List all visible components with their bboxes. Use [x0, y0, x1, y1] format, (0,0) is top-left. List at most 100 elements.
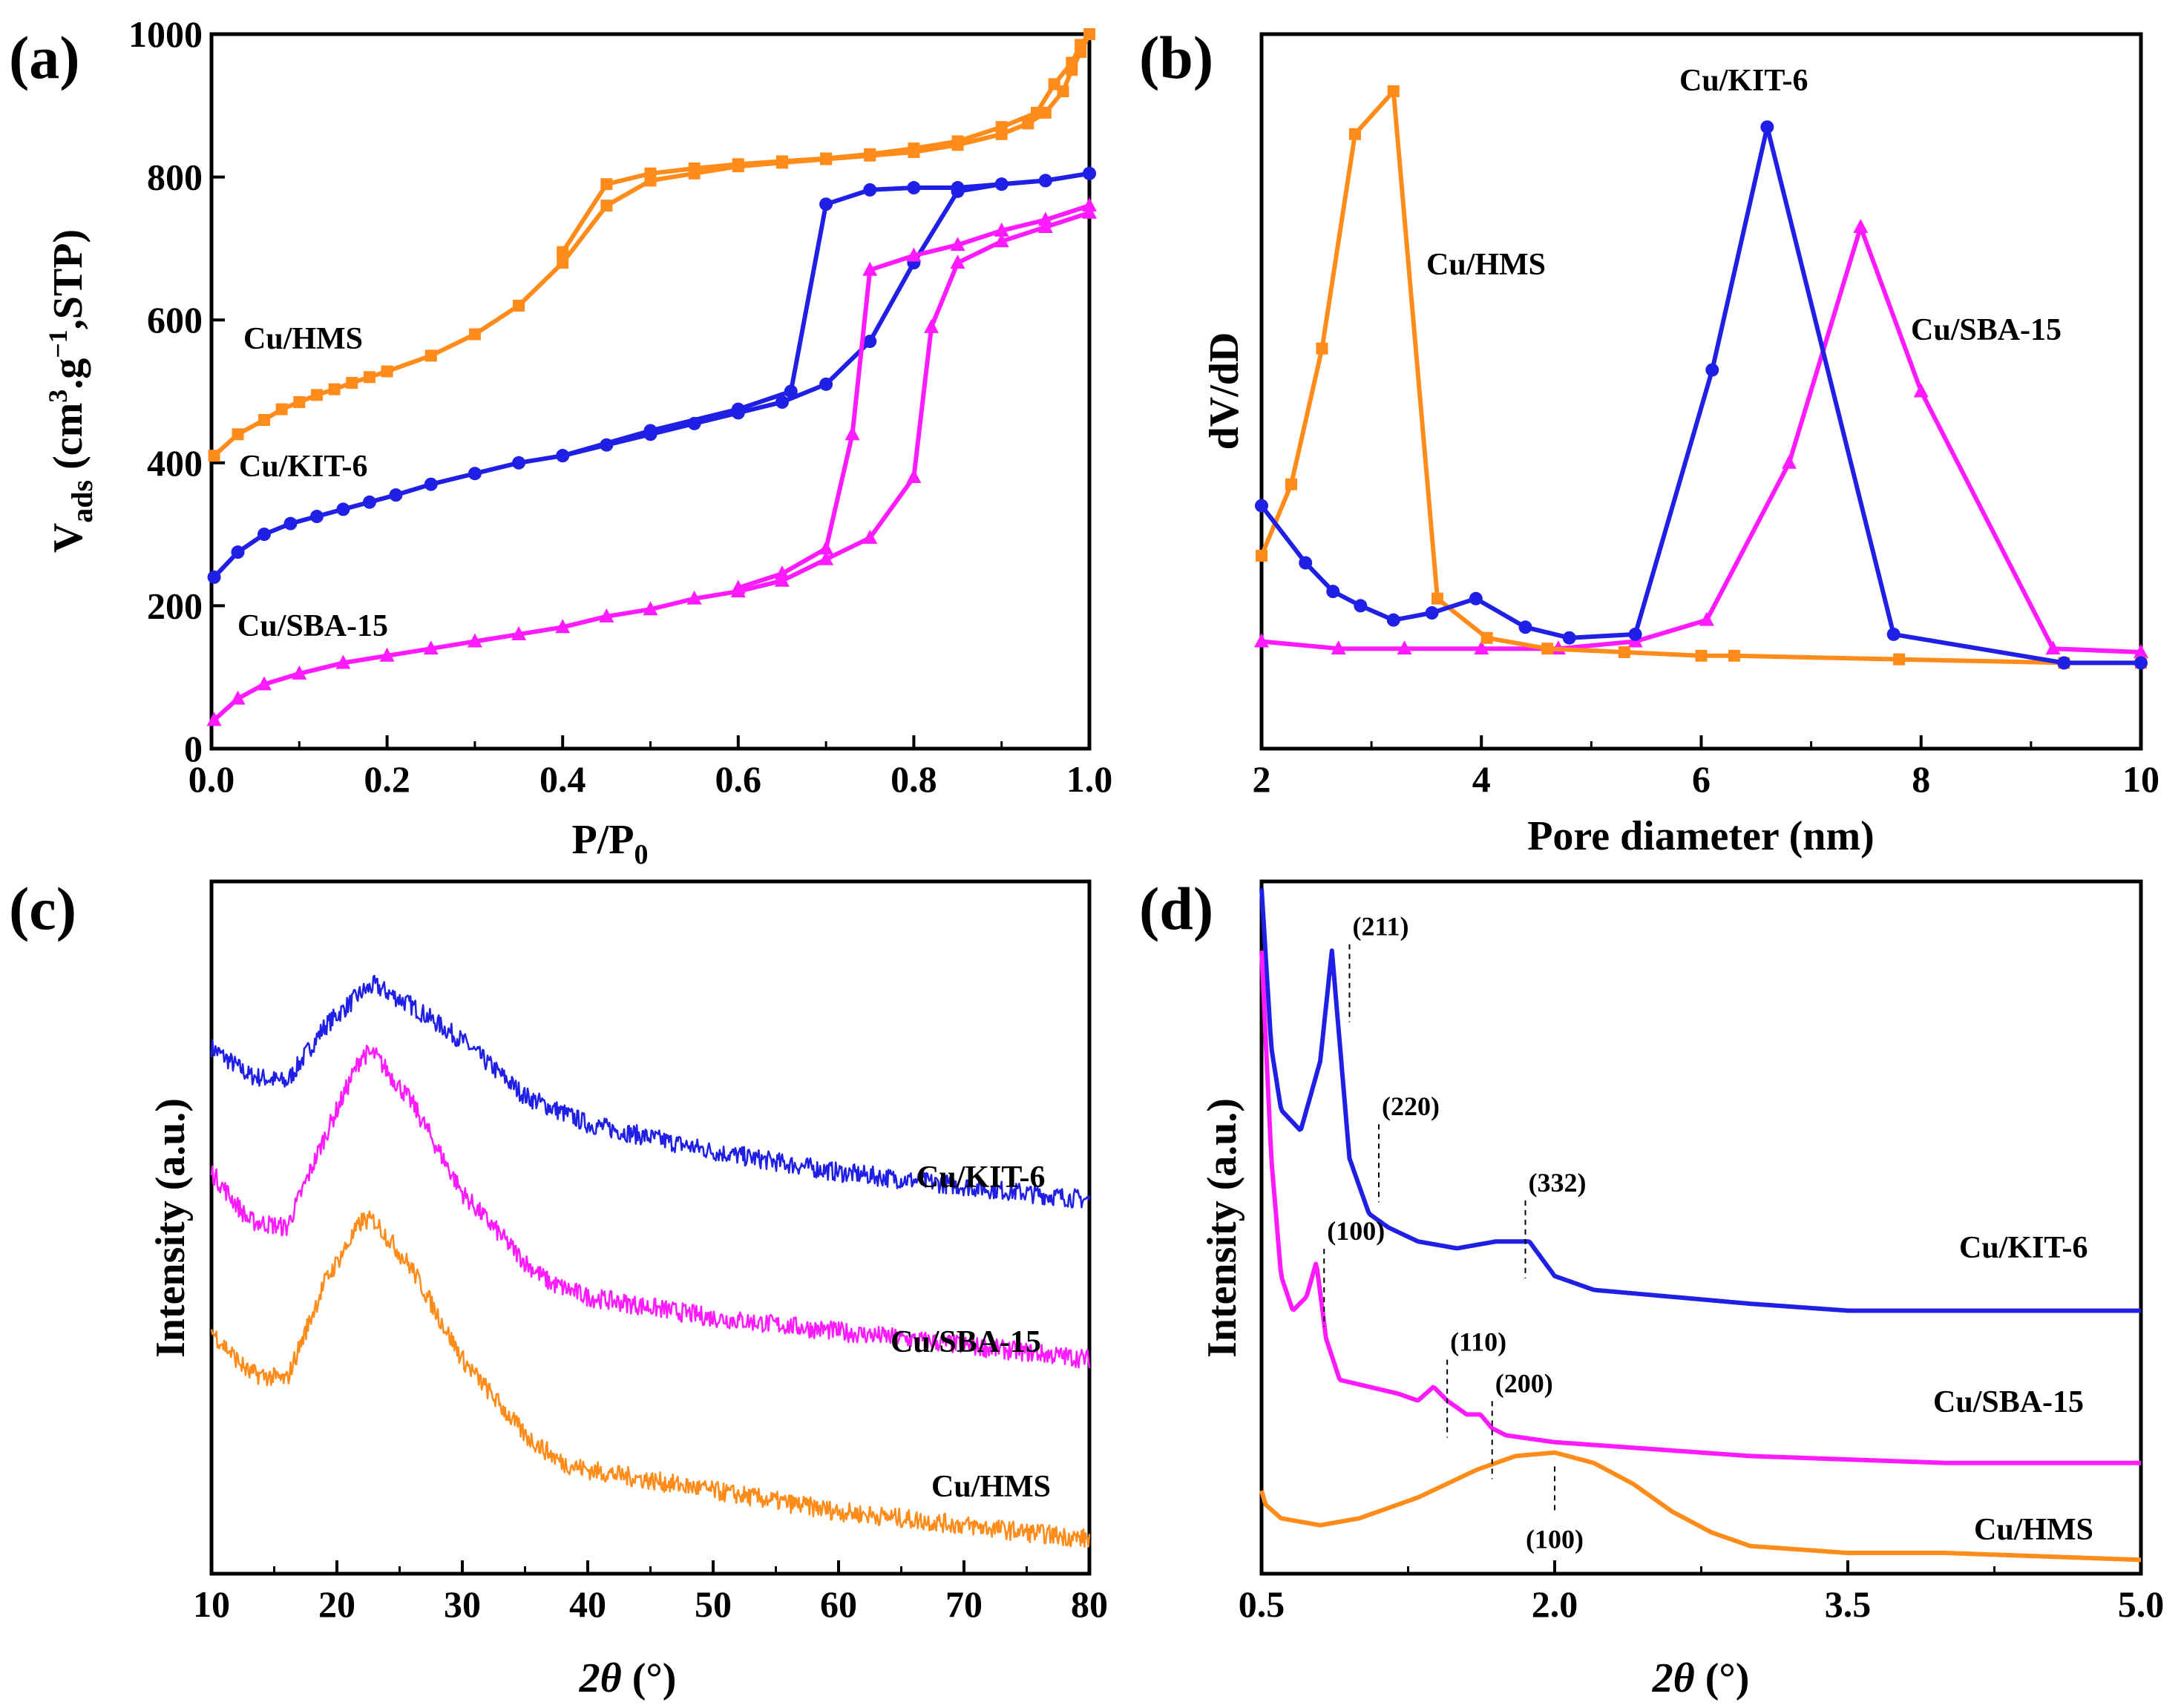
panel-b-legend-sba15: Cu/SBA-15 — [1911, 313, 2062, 347]
panel-c-x-tick-label: 40 — [569, 1583, 606, 1625]
panel-d-x-tick-label: 3.5 — [1825, 1583, 1872, 1625]
panel-a-y-tick-label: 200 — [147, 585, 203, 626]
panel-a-cu-hms-point — [908, 142, 920, 155]
panel-a-cu-kit-6-point — [819, 377, 833, 391]
panel-a-cu-hms-point — [346, 376, 358, 389]
panel-a-cu-hms-point — [258, 414, 270, 427]
panel-d-annotation-label: (332) — [1529, 1168, 1587, 1198]
panel-a-y-label-sub: ads — [65, 480, 99, 523]
panel-a-x-tick-label: 0.8 — [891, 758, 937, 800]
panel-a-cu-sba-15-point — [924, 318, 939, 333]
panel-a-cu-kit-6-point — [283, 516, 298, 531]
panel-d-annotation-label: (100) — [1327, 1216, 1385, 1246]
panel-a-x-tick-label: 0.4 — [539, 758, 586, 800]
panel-a-cu-hms-point — [732, 158, 744, 171]
panel-b-cu-hms-line — [1259, 89, 2141, 666]
panel-b-cu-sba-15-point — [1397, 640, 1412, 655]
panel-a-y-tick-label: 1000 — [128, 13, 203, 55]
panel-c-x-tick-label: 50 — [695, 1583, 732, 1625]
panel-b-label: (b) — [1139, 24, 1213, 91]
panel-a-cu-sba-15-point — [950, 237, 965, 252]
panel-c-legend-kit6: Cu/KIT-6 — [916, 1160, 1046, 1195]
panel-a-cu-sba-15-point — [643, 601, 658, 616]
panel-a-y-label-mid: .g — [45, 358, 91, 390]
panel-b-cu-sba-15-point — [1331, 640, 1346, 655]
panel-a-y-tick-label: 800 — [147, 157, 203, 198]
panel-b-legend-kit6: Cu/KIT-6 — [1679, 64, 1808, 98]
panel-c-plot — [210, 974, 1091, 1548]
panel-a-cu-sba-15-point — [906, 469, 922, 484]
panel-a-cu-hms-point — [600, 178, 613, 191]
panel-b-cu-sba-15-point — [1699, 611, 1714, 626]
panel-a-x-tick-label: 0.6 — [715, 758, 762, 800]
panel-a-cu-hms-point — [995, 121, 1008, 134]
panel-a-label: (a) — [9, 24, 80, 91]
panel-d-x-tick-label: 2.0 — [1532, 1583, 1578, 1625]
panel-a-cu-kit-6-point — [231, 545, 245, 559]
panel-a-cu-hms-point — [468, 328, 481, 341]
panel-b-cu-sba-15-point — [1254, 633, 1269, 648]
panel-b-frame — [1259, 32, 2143, 751]
panel-d-annotation-label: (220) — [1382, 1091, 1440, 1121]
panel-c-legend-sba15: Cu/SBA-15 — [891, 1325, 1041, 1359]
panel-b-cu-hms-point — [1348, 128, 1361, 140]
panel-b-cu-kit-6-point — [2057, 656, 2071, 670]
panel-c-x-tick-label: 60 — [820, 1583, 857, 1625]
panel-c-x-label-unit: (°) — [622, 1655, 677, 1701]
panel-d-label: (d) — [1139, 875, 1213, 942]
panel-a-cu-kit-6-point — [994, 177, 1008, 191]
panel-a-cu-hms-point — [688, 162, 701, 175]
panel-a-cu-hms-point — [513, 299, 525, 312]
panel-d-x-tick-label: 5.0 — [2118, 1583, 2165, 1625]
panel-a-cu-hms-point — [381, 365, 393, 378]
panel-a-cu-kit-6-point — [731, 402, 745, 416]
panel-b-cu-hms-point — [1728, 649, 1740, 662]
panel-c-x-ticks: 10 20 30 40 50 60 70 80 — [193, 1560, 1108, 1625]
panel-a-cu-sba-15-point — [844, 426, 860, 441]
panel-b-cu-hms-point — [1387, 85, 1400, 98]
panel-a-cu-hms-point — [232, 428, 244, 441]
panel-a-cu-hms-point — [208, 450, 220, 462]
panel-a-cu-sba-15-point — [1037, 219, 1053, 234]
panel-b-cu-hms-point — [1893, 653, 1906, 666]
panel-c-y-label: Intensity (a.u.) — [148, 1098, 194, 1358]
panel-a-cu-sba-15-point — [862, 529, 878, 544]
panel-b-x-tick-label: 10 — [2122, 758, 2159, 800]
panel-a-cu-hms-point — [328, 383, 341, 395]
panel-c-x-tick-label: 20 — [318, 1583, 355, 1625]
panel-a-cu-hms-point — [820, 152, 833, 165]
panel-d: (d) 0.5 2.0 3.5 5.0 (211) (220) (332) (100) (11… — [1139, 875, 2164, 1701]
panel-a-cu-hms-point — [951, 135, 964, 148]
panel-d-y-label: Intensity (a.u.) — [1199, 1098, 1245, 1358]
panel-d-x-ticks: 0.5 2.0 3.5 5.0 — [1239, 1560, 2165, 1625]
panel-a-cu-sba-15-point — [555, 619, 571, 634]
panel-b-x-tick-label: 6 — [1692, 758, 1711, 800]
panel-b-x-tick-label: 8 — [1912, 758, 1930, 800]
panel-b-x-label: Pore diameter (nm) — [1527, 813, 1875, 859]
panel-b-cu-kit-6-line — [1259, 125, 2141, 666]
panel-b-cu-kit-6-point — [1386, 613, 1400, 627]
panel-a-cu-sba-15-point — [230, 690, 246, 705]
panel-a-cu-kit-6-point — [863, 183, 877, 197]
panel-b-cu-kit-6-point — [1255, 499, 1268, 513]
panel-b-cu-sba-15-line — [1261, 225, 2142, 654]
panel-a-cu-kit-6-point — [389, 488, 403, 502]
panel-a-cu-hms-point — [363, 371, 375, 384]
panel-a-legend-hms: Cu/HMS — [243, 322, 363, 356]
panel-d-plot — [1259, 888, 2142, 1563]
panel-a-cu-hms-point — [275, 403, 288, 415]
panel-b-x-tick-label: 4 — [1472, 758, 1491, 800]
panel-a-cu-hms-point — [600, 200, 613, 212]
panel-a-cu-kit-6-point — [512, 456, 526, 470]
panel-a-y-label-end: ,STP) — [45, 229, 91, 329]
panel-b-cu-hms-point — [1541, 643, 1554, 655]
panel-a-cu-kit-6-point — [951, 181, 965, 195]
panel-a-cu-sba-15-point — [819, 540, 834, 555]
panel-a-cu-hms-desorption-line — [560, 33, 1092, 254]
panel-b-cu-kit-6-point — [1628, 627, 1642, 641]
panel-a-cu-hms-point — [557, 257, 569, 269]
panel-a-y-label-v: V — [45, 523, 91, 553]
panel-b-cu-hms-point — [1256, 549, 1267, 562]
panel-b-cu-sba-15-point — [1913, 383, 1929, 398]
panel-c-label: (c) — [9, 875, 76, 942]
